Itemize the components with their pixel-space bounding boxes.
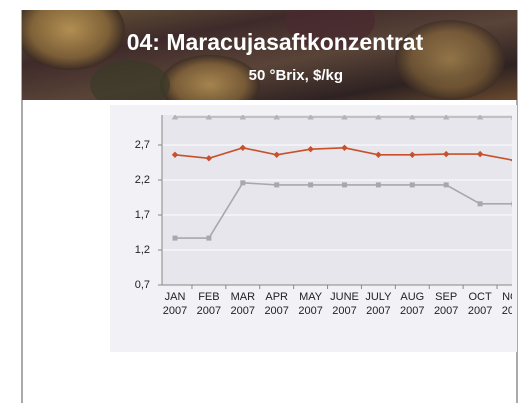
x-tick-label: OCT 2007 — [467, 291, 493, 317]
x-tick-label: JUNE 2007 — [330, 291, 359, 317]
x-tick-label: MAY 2007 — [298, 291, 323, 317]
plot-area — [162, 115, 512, 285]
marker — [375, 151, 382, 158]
marker — [510, 159, 512, 162]
y-tick-label: 2,2 — [135, 174, 150, 186]
marker — [273, 115, 280, 120]
y-tick-label: 3,2 — [135, 104, 150, 116]
y-tick-label: 1,7 — [135, 209, 150, 221]
marker — [476, 115, 484, 120]
marker — [409, 151, 416, 158]
y-tick-label: 1,2 — [135, 244, 150, 256]
category-axis: JAN 2007 FEB 2007 MAR 2007 APR 2007 MAY 2007… — [110, 105, 512, 352]
plot — [171, 115, 512, 241]
marker — [375, 115, 382, 120]
marker — [239, 115, 246, 120]
y-tick-label: 2,7 — [135, 139, 150, 151]
chart: 0,7 1,2 1,7 2,2 2,7 3,2 — [135, 104, 512, 291]
x-tick-label: NOV 2007 — [501, 291, 512, 317]
x-tick-label: JULY 2007 — [365, 291, 392, 317]
marker — [274, 182, 280, 188]
marker — [511, 201, 512, 207]
header-image — [22, 10, 517, 100]
marker — [206, 235, 212, 241]
marker — [308, 182, 314, 188]
marker — [273, 151, 280, 158]
x-tick-label: AUG 2007 — [400, 291, 425, 317]
x-tick-label: MAR 2007 — [230, 291, 256, 317]
marker — [409, 182, 415, 188]
y-tick-label: 0,7 — [135, 279, 150, 291]
marker — [443, 115, 450, 120]
x-tick-label: SEP 2007 — [433, 291, 459, 317]
marker — [171, 115, 179, 120]
marker — [205, 155, 213, 162]
marker — [409, 115, 416, 120]
marker — [171, 151, 179, 158]
slide-title: 04: Maracujasaftkonzentrat — [127, 29, 424, 55]
marker — [307, 115, 314, 120]
marker — [240, 180, 246, 186]
marker — [307, 146, 314, 153]
x-tick-label: APR 2007 — [264, 291, 289, 317]
x-tick-label: FEB 2007 — [196, 291, 222, 317]
marker — [443, 150, 450, 158]
marker — [443, 182, 449, 188]
marker — [476, 150, 484, 158]
marker — [477, 201, 483, 207]
marker — [341, 144, 348, 151]
marker — [510, 117, 512, 120]
marker — [375, 182, 381, 188]
x-tick-label: JAN 2007 — [162, 291, 188, 317]
marker — [205, 115, 213, 120]
marker — [172, 235, 178, 241]
marker — [342, 182, 347, 188]
marker — [239, 144, 246, 151]
marker — [341, 115, 348, 120]
slide-subtitle: 50 °Brix, $/kg — [249, 67, 343, 84]
